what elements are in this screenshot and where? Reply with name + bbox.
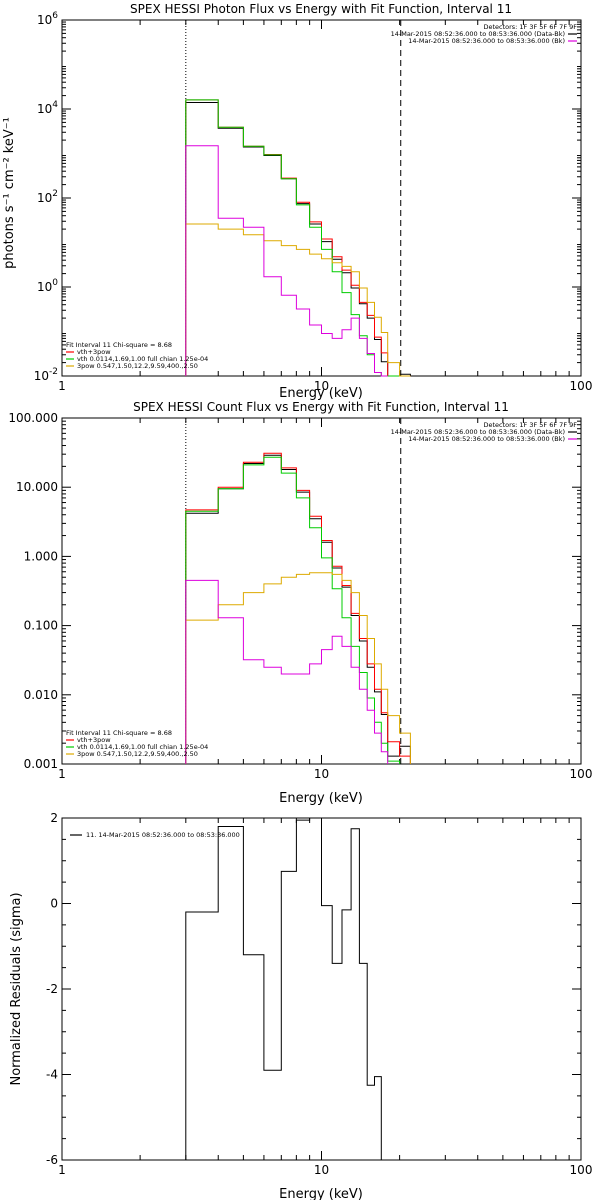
series-data-bk [185,102,411,377]
legend-entry: 14-Mar-2015 08:52:36.000 to 08:53:36.000… [408,37,565,45]
x-axis-label: Energy (keV) [279,1187,363,1200]
y-tick-label: 104 [37,100,58,116]
y-tick-label: 10.000 [16,480,58,494]
series-11-14-mar-2015-08-52-36-000-to-08-53-36-000 [185,817,382,1160]
y-tick-label: 0.001 [24,757,58,771]
y-tick-label: 100.000 [8,411,58,425]
legend-entry: Detectors: 1F 3F 5F 6F 7F 9F [483,23,577,31]
y-axis-label: photons s⁻¹ cm⁻² keV⁻¹ [2,117,17,269]
series-bk [185,579,389,764]
series-data-bk [185,454,411,764]
y-tick-label: -6 [46,1153,58,1167]
y-axis-label: Normalized Residuals (sigma) [9,892,24,1085]
y-tick-label: -4 [46,1068,58,1082]
x-tick-label: 1 [58,379,66,393]
legend-entry: 14-Mar-2015 08:52:36.000 to 08:53:36.000… [408,435,565,443]
x-tick-label: 1 [58,767,66,781]
y-tick-label: -2 [46,982,58,996]
legend-entry: 14-Mar-2015 08:52:36.000 to 08:53:36.000… [391,428,565,436]
y-tick-label: 106 [37,11,58,27]
legend-entry: vth 0.0114,1.69,1.00 full chian 1.25e-04 [77,743,208,751]
x-tick-label: 100 [570,379,593,393]
x-tick-label: 10 [314,767,329,781]
series-3pow [185,572,411,764]
panel-title: SPEX HESSI Count Flux vs Energy with Fit… [133,400,509,414]
x-axis-label: Energy (keV) [279,386,363,401]
y-tick-label: 102 [37,189,58,205]
legend-entry: Fit Interval 11 Chi-square = 8.68 [66,341,172,349]
legend-entry: vth 0.0114,1.69,1.00 full chian 1.25e-04 [77,355,208,363]
legend-entry: 11. 14-Mar-2015 08:52:36.000 to 08:53:36… [86,831,240,839]
y-tick-label: 2 [50,811,58,825]
legend-entry: Fit Interval 11 Chi-square = 8.68 [66,729,172,737]
y-tick-label: 0 [50,897,58,911]
residuals-panel: Energy (keV) Normalized Residuals (sigma… [9,811,592,1200]
count-flux-panel: SPEX HESSI Count Flux vs Energy with Fit… [8,400,592,806]
legend-entry: 3pow 0.547,1.50,12.2,9.59,400.,2.50 [77,362,198,370]
x-tick-label: 10 [314,1163,329,1177]
x-tick-label: 10 [314,379,329,393]
series-bk [185,145,388,377]
legend-entry: vth+3pow [77,348,111,356]
legend-entry: 3pow 0.547,1.50,12.2,9.59,400.,2.50 [77,750,198,758]
legend-entry: Detectors: 1F 3F 5F 6F 7F 9F [483,421,577,429]
legend-entry: vth+3pow [77,736,111,744]
series-vth-3pow [185,99,411,377]
panel-title: SPEX HESSI Photon Flux vs Energy with Fi… [130,2,512,16]
series-vth [185,99,400,377]
x-tick-label: 100 [570,1163,593,1177]
plot-frame [61,19,582,377]
x-tick-label: 1 [58,1163,66,1177]
series-vth-3pow [185,452,411,764]
y-tick-label: 1.000 [24,549,58,563]
legend-entry: 14-Mar-2015 08:52:36.000 to 08:53:36.000… [391,30,565,38]
series-3pow [185,223,411,377]
y-tick-label: 100 [37,278,58,294]
y-tick-label: 10-2 [34,367,58,383]
y-tick-label: 0.100 [24,619,58,633]
x-tick-label: 100 [570,767,593,781]
x-axis-label: Energy (keV) [279,791,363,806]
plot-frame [61,417,582,765]
photon-flux-panel: SPEX HESSI Photon Flux vs Energy with Fi… [2,2,592,401]
y-tick-label: 0.010 [24,688,58,702]
